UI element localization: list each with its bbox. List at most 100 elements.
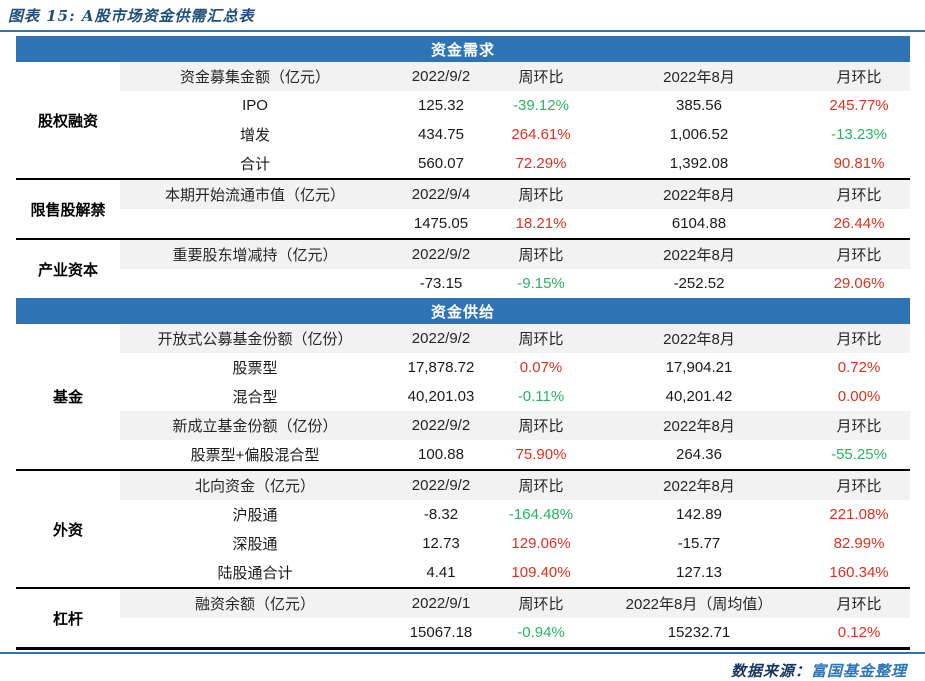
table-row: 基金 开放式公募基金份额（亿份） 2022/9/2 周环比 2022年8月 月环…	[16, 324, 911, 470]
week-ratio-header-cell: 周环比	[492, 411, 590, 440]
week-value-cell: 40,201.03	[407, 388, 475, 405]
table-row: 股票型 17,878.72 0.07% 17,904.21 0.72%	[16, 353, 910, 382]
month-label-cell: 2022年8月	[590, 62, 808, 91]
table-row: 合计 560.07 72.29% 1,392.08 90.81%	[16, 149, 910, 179]
month-value-cell: 1,392.08	[669, 155, 729, 172]
week-date-cell: 2022/9/2	[390, 469, 492, 500]
week-value-cell: 560.07	[418, 155, 464, 172]
table-row: 杠杆 融资余额（亿元） 2022/9/1 周环比 2022年8月（周均值） 月环…	[16, 587, 911, 647]
month-pct-cell: 82.99%	[833, 535, 885, 552]
month-pct-cell: 0.12%	[837, 624, 881, 641]
week-value-cell: 4.41	[426, 564, 456, 581]
month-pct-cell: 221.08%	[829, 506, 889, 523]
metric-cell	[120, 269, 390, 298]
table-row: 增发 434.75 264.61% 1,006.52 -13.23%	[16, 120, 910, 149]
month-label-cell: 2022年8月	[590, 411, 808, 440]
table-row: 限售股解禁 本期开始流通市值（亿元） 2022/9/4 周环比 2022年8月 …	[16, 178, 911, 239]
table-row: 混合型 40,201.03 -0.11% 40,201.42 0.00%	[16, 382, 910, 411]
month-value-cell: 15232.71	[667, 624, 731, 641]
week-pct-cell: -9.15%	[517, 275, 565, 292]
month-ratio-header-cell: 月环比	[808, 411, 911, 440]
month-pct-cell: 0.00%	[837, 388, 881, 405]
week-value-cell: 434.75	[418, 126, 464, 143]
metric-cell: 股票型	[232, 360, 278, 377]
table-row: 15067.18 -0.94% 15232.71 0.12%	[16, 618, 910, 647]
week-ratio-header-cell: 周环比	[492, 178, 590, 209]
data-source-note: 数据来源：富国基金整理	[0, 654, 925, 681]
metric-header-cell: 北向资金（亿元）	[120, 469, 390, 500]
month-label-cell: 2022年8月	[590, 238, 808, 269]
section-title: 资金需求	[16, 36, 911, 62]
table-row: 沪股通 -8.32 -164.48% 142.89 221.08%	[16, 500, 910, 529]
month-value-cell: -15.77	[677, 535, 721, 552]
week-value-cell: 17,878.72	[407, 359, 475, 376]
week-date-cell: 2022/9/2	[390, 62, 492, 91]
month-ratio-header-cell: 月环比	[808, 469, 911, 500]
week-value-cell: 125.32	[418, 97, 464, 114]
page-bottom-rule	[0, 652, 925, 654]
group-label-leverage: 杠杆	[16, 587, 120, 647]
week-value-cell: -73.15	[419, 275, 463, 292]
week-ratio-header-cell: 周环比	[492, 324, 590, 353]
week-ratio-header-cell: 周环比	[492, 62, 590, 91]
table-row: IPO 125.32 -39.12% 385.56 245.77%	[16, 91, 910, 120]
month-ratio-header-cell: 月环比	[808, 62, 911, 91]
month-value-cell: 142.89	[676, 506, 722, 523]
table-row: -73.15 -9.15% -252.52 29.06%	[16, 269, 910, 298]
month-label-cell: 2022年8月	[590, 324, 808, 353]
metric-cell: 混合型	[232, 389, 278, 406]
metric-cell: 沪股通	[232, 507, 278, 524]
table-row: 产业资本 重要股东增减持（亿元） 2022/9/2 周环比 2022年8月 月环…	[16, 238, 911, 298]
month-label-cell: 2022年8月	[590, 469, 808, 500]
group-label-industrial-capital: 产业资本	[16, 238, 120, 298]
table-row: 股票型+偏股混合型 100.88 75.90% 264.36 -55.25%	[16, 440, 910, 470]
table-row: 1475.05 18.21% 6104.88 26.44%	[16, 209, 910, 239]
month-pct-cell: 29.06%	[833, 275, 885, 292]
month-value-cell: 17,904.21	[665, 359, 733, 376]
week-date-cell: 2022/9/2	[390, 324, 492, 353]
week-pct-cell: 18.21%	[515, 215, 567, 232]
month-pct-cell: 160.34%	[829, 564, 889, 581]
month-pct-cell: 90.81%	[833, 155, 885, 172]
month-value-cell: 40,201.42	[665, 388, 733, 405]
table-bottom-rule	[16, 647, 910, 650]
title-underline	[0, 30, 925, 32]
figure-title: 图表 15: A股市场资金供需汇总表	[8, 7, 255, 25]
month-value-cell: 6104.88	[671, 215, 727, 232]
week-pct-cell: -0.11%	[517, 388, 565, 405]
week-ratio-header-cell: 周环比	[492, 238, 590, 269]
metric-cell: 陆股通合计	[217, 565, 293, 582]
table-row: 深股通 12.73 129.06% -15.77 82.99%	[16, 529, 910, 558]
metric-cell: 深股通	[232, 536, 278, 553]
month-value-cell: 385.56	[676, 97, 722, 114]
month-ratio-header-cell: 月环比	[808, 178, 911, 209]
month-value-cell: 264.36	[676, 446, 722, 463]
week-pct-cell: 129.06%	[511, 535, 571, 552]
metric-header-cell: 本期开始流通市值（亿元）	[120, 178, 390, 209]
week-pct-cell: 109.40%	[511, 564, 571, 581]
week-pct-cell: 264.61%	[511, 126, 571, 143]
group-label-equity-financing: 股权融资	[16, 62, 120, 179]
week-date-cell: 2022/9/4	[390, 178, 492, 209]
week-pct-cell: 72.29%	[515, 155, 567, 172]
week-value-cell: 1475.05	[413, 215, 469, 232]
week-date-cell: 2022/9/2	[390, 238, 492, 269]
metric-header-cell: 新成立基金份额（亿份）	[120, 411, 390, 440]
week-date-cell: 2022/9/1	[390, 587, 492, 618]
week-pct-cell: 75.90%	[515, 446, 567, 463]
month-value-cell: -252.52	[673, 275, 725, 292]
section-bar-supply: 资金供给	[16, 298, 911, 324]
month-ratio-header-cell: 月环比	[808, 587, 911, 618]
week-pct-cell: -0.94%	[517, 624, 565, 641]
table-row: 外资 北向资金（亿元） 2022/9/2 周环比 2022年8月 月环比	[16, 469, 911, 588]
metric-header-cell: 开放式公募基金份额（亿份）	[120, 324, 390, 353]
table-row: 新成立基金份额（亿份） 2022/9/2 周环比 2022年8月 月环比	[16, 411, 911, 440]
week-value-cell: 12.73	[422, 535, 460, 552]
group-label-foreign-capital: 外资	[16, 469, 120, 588]
metric-header-cell: 融资余额（亿元）	[120, 587, 390, 618]
month-ratio-header-cell: 月环比	[808, 324, 911, 353]
week-pct-cell: -164.48%	[508, 506, 574, 523]
metric-cell	[120, 618, 390, 647]
month-pct-cell: -55.25%	[831, 446, 887, 463]
week-value-cell: 100.88	[418, 446, 464, 463]
